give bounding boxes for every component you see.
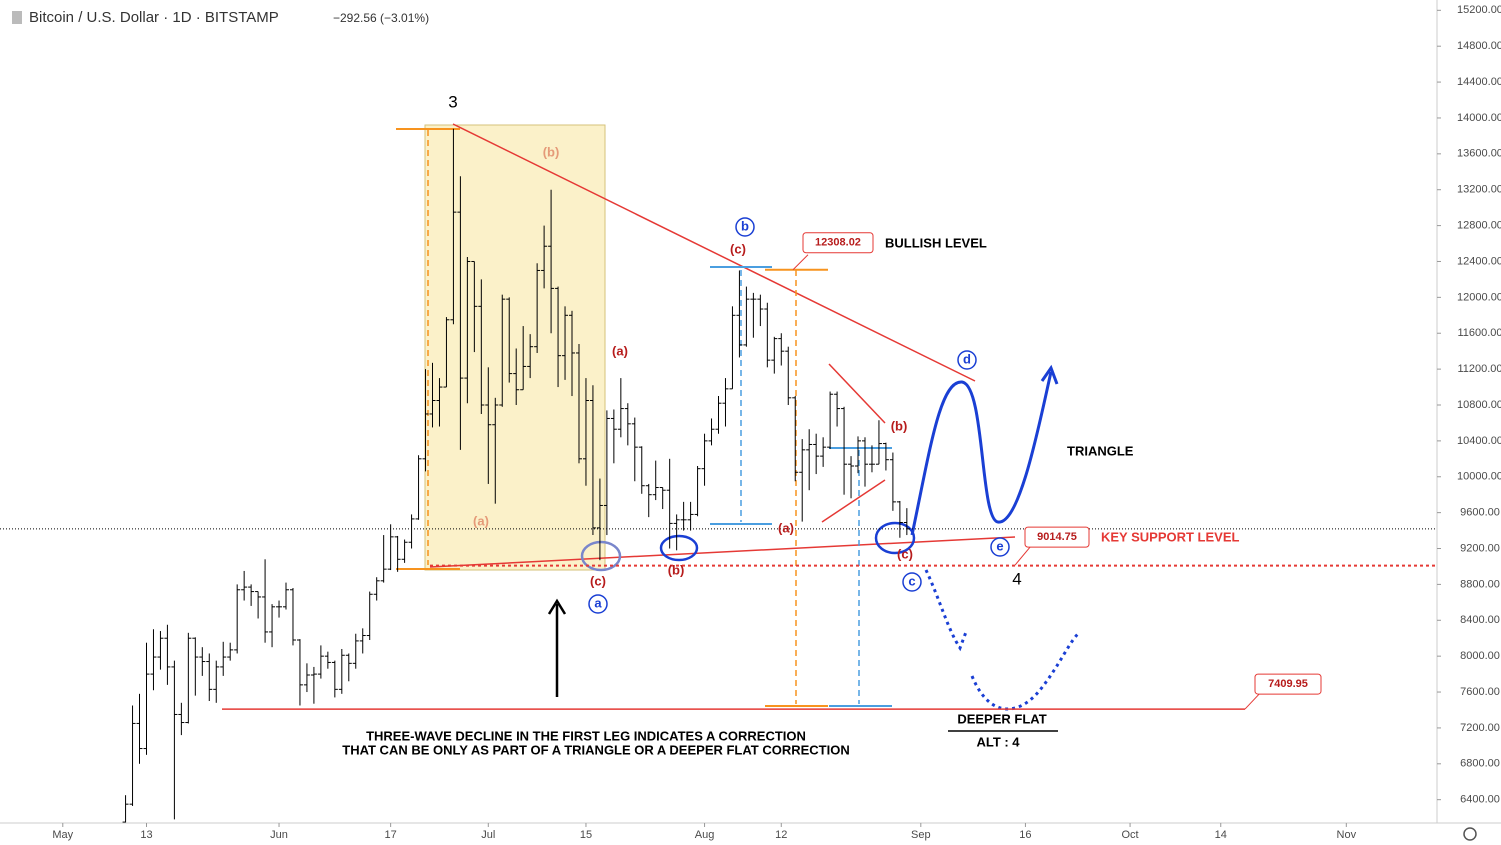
wave-label: a [594, 595, 602, 610]
pattern-caption: DEEPER FLAT [957, 711, 1046, 726]
x-tick-label: 12 [775, 829, 787, 841]
y-tick-label: 6400.00 [1460, 794, 1500, 806]
y-tick-label: 15200.00 [1457, 4, 1501, 16]
ellipse [580, 540, 622, 572]
symbol-title: Bitcoin / U.S. Dollar · 1D · BITSTAMP [29, 9, 279, 26]
y-tick-label: 14400.00 [1457, 76, 1501, 88]
y-tick-label: 10000.00 [1457, 471, 1501, 483]
callout-label: 7409.95 [1268, 678, 1308, 690]
callout-label: 12308.02 [815, 237, 861, 249]
x-tick-label: 16 [1019, 829, 1031, 841]
y-tick-label: 13600.00 [1457, 148, 1501, 160]
wave-label: (a) [778, 520, 794, 535]
y-tick-label: 14000.00 [1457, 112, 1501, 124]
y-tick-label: 14800.00 [1457, 40, 1501, 52]
wave-label: 3 [448, 92, 457, 111]
callout-line [1014, 546, 1031, 566]
y-tick-label: 8000.00 [1460, 650, 1500, 662]
wave-circle [990, 537, 1010, 557]
callout-box [1024, 526, 1090, 548]
x-tick-label: 14 [1215, 829, 1227, 841]
trendline [452, 123, 976, 382]
y-tick-label: 10800.00 [1457, 399, 1501, 411]
annotations: 3 (b) (a) (c) a (a) (b) b (c) BULLISH LE… [342, 92, 1239, 757]
wave-label: (b) [543, 144, 560, 159]
x-tick-label: Aug [695, 829, 715, 841]
y-tick-label: 11600.00 [1457, 327, 1501, 339]
wave-label: (c) [590, 573, 606, 588]
y-tick-label: 12400.00 [1457, 255, 1501, 267]
y-tick-label: 10400.00 [1457, 435, 1501, 447]
y-tick-label: 8400.00 [1460, 614, 1500, 626]
settings-icon[interactable] [1463, 827, 1477, 841]
projection [970, 630, 1082, 711]
pattern-caption: ALT : 4 [976, 734, 1020, 749]
x-tick-label: Sep [911, 829, 931, 841]
level-caption: KEY SUPPORT LEVEL [1101, 529, 1240, 544]
wave-label: e [996, 538, 1003, 553]
x-tick-label: 13 [140, 829, 152, 841]
ellipse [874, 521, 916, 555]
arrow-head [547, 598, 567, 615]
time-axis [0, 823, 1437, 845]
y-tick-label: 7600.00 [1460, 686, 1500, 698]
y-tick-label: 6800.00 [1460, 758, 1500, 770]
projection [924, 569, 968, 652]
callout-box [802, 232, 874, 254]
trendline [429, 536, 1016, 568]
y-tick-label: 11200.00 [1457, 363, 1501, 375]
ellipse [659, 534, 699, 562]
wave-label: (b) [668, 562, 685, 577]
trendline [821, 479, 886, 523]
wave-circle [957, 350, 977, 370]
wave-label: d [963, 351, 971, 366]
axes: 6400.00 6800.00 7200.00 7600.00 8000.00 8400.… [52, 4, 1501, 841]
y-tick-label: 9600.00 [1460, 507, 1500, 519]
price-change: −292.56 (−3.01%) [333, 11, 429, 25]
x-tick-label: 15 [580, 829, 592, 841]
y-tick-label: 9200.00 [1460, 542, 1500, 554]
x-tick-label: 17 [385, 829, 397, 841]
note: THREE-WAVE DECLINE IN THE FIRST LEG INDI… [366, 728, 806, 743]
pattern-caption: TRIANGLE [1067, 443, 1134, 458]
y-tick-label: 13200.00 [1457, 184, 1501, 196]
wave-label: (a) [612, 343, 628, 358]
x-tick-label: Jul [481, 829, 495, 841]
callout-line [792, 254, 809, 271]
wave-label: (a) [473, 513, 489, 528]
drawings [396, 123, 1082, 732]
callout-box [1254, 673, 1322, 695]
highlight-box [424, 124, 606, 571]
wave-label: (b) [891, 418, 908, 433]
wave-label: (c) [730, 241, 746, 256]
wave-label: (c) [897, 546, 913, 561]
wave-circle [902, 572, 922, 592]
logo [12, 11, 22, 24]
y-tick-label: 7200.00 [1460, 722, 1500, 734]
wave-label: c [908, 573, 915, 588]
wave-circle [588, 594, 608, 614]
x-tick-label: Jun [270, 829, 288, 841]
wave-label: 4 [1012, 569, 1021, 588]
x-tick-label: Oct [1122, 829, 1139, 841]
wave-circle [735, 217, 755, 237]
trendline [828, 363, 886, 424]
x-tick-label: Nov [1337, 829, 1357, 841]
level-caption: BULLISH LEVEL [885, 235, 987, 250]
x-tick-label: May [52, 829, 73, 841]
arrow-head [1040, 364, 1059, 385]
projection [910, 371, 1053, 536]
y-tick-label: 8800.00 [1460, 578, 1500, 590]
bars [122, 128, 910, 827]
note: THAT CAN BE ONLY AS PART OF A TRIANGLE O… [342, 742, 850, 757]
callout-label: 9014.75 [1037, 531, 1077, 543]
y-tick-label: 12800.00 [1457, 220, 1501, 232]
wave-label: b [741, 218, 749, 233]
y-tick-label: 12000.00 [1457, 291, 1501, 303]
price-axis [1437, 0, 1501, 845]
